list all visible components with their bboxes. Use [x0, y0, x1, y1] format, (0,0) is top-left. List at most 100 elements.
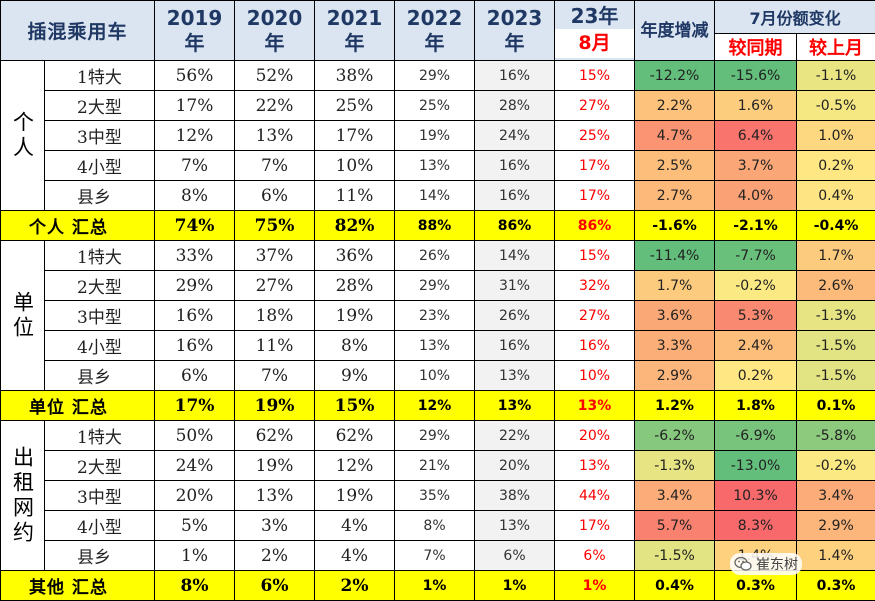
share-2022-cell: 29%: [394, 270, 476, 301]
total-2020-cell: 75%: [234, 210, 316, 241]
share-2022-cell: 19%: [394, 120, 476, 151]
share-2023-cell: 13%: [474, 360, 556, 391]
share-2019-cell: 16%: [154, 300, 236, 331]
share-2023-cell: 28%: [474, 90, 556, 121]
table-row: 2大型 24% 19% 12% 21% 20% 13% -1.3% -13.0% -0.2%: [1, 450, 875, 481]
share-aug-cell: 17%: [554, 510, 636, 541]
share-2022-cell: 29%: [394, 420, 476, 451]
total-2021-cell: 82%: [314, 210, 396, 241]
share-2023-cell: 14%: [474, 240, 556, 271]
share-aug-cell: 17%: [554, 180, 636, 211]
total-mom-cell: 0.3%: [796, 570, 875, 601]
total-annual-cell: 0.4%: [634, 570, 716, 601]
annual-change-cell: 2.7%: [634, 180, 716, 211]
share-2022-cell: 7%: [394, 540, 476, 571]
share-aug-cell: 44%: [554, 480, 636, 511]
share-2020-cell: 18%: [234, 300, 316, 331]
segment-label: 1特大: [43, 60, 156, 91]
share-2023-cell: 13%: [474, 510, 556, 541]
annual-change-cell: -6.2%: [634, 420, 716, 451]
total-2020-cell: 19%: [234, 390, 316, 421]
table-row: 个人 1特大 56% 52% 38% 29% 16% 15% -12.2% -15.6% -1.1%: [0, 60, 875, 211]
share-2019-cell: 6%: [154, 360, 236, 391]
watermark-text: 崔东树: [756, 557, 798, 573]
mom-change-cell: 2.9%: [796, 510, 875, 541]
share-aug-cell: 15%: [554, 60, 636, 91]
share-2022-cell: 8%: [394, 510, 476, 541]
mom-change-cell: 0.4%: [796, 180, 875, 211]
total-row: 个人 汇总 74% 75% 82% 88% 86% 86% -1.6% -2.1% -0.4%: [0, 210, 875, 241]
segment-label: 3中型: [43, 480, 156, 511]
share-2023-cell: 22%: [474, 420, 556, 451]
share-2020-cell: 52%: [234, 60, 316, 91]
table-row: 县乡 6% 7% 9% 10% 13% 10% 2.9% 0.2% -1.5%: [1, 360, 875, 391]
total-2019-cell: 74%: [154, 210, 236, 241]
share-2021-cell: 4%: [314, 510, 396, 541]
table-header: 插混乘用车 2019 年 2020 年 2021 年 2022 年 2023 年 23年 8…: [0, 0, 875, 61]
total-row: 其他 汇总 8% 6% 2% 1% 1% 1% 0.4% 0.3% 0.3%: [0, 570, 875, 601]
segment-label: 1特大: [43, 240, 156, 271]
table-row: 2大型 29% 27% 28% 29% 31% 32% 1.7% -0.2% 2.6%: [1, 270, 875, 301]
share-2023-cell: 24%: [474, 120, 556, 151]
share-2021-cell: 12%: [314, 450, 396, 481]
year-2020-header: 2020 年: [234, 0, 316, 61]
share-2021-cell: 8%: [314, 330, 396, 361]
mom-change-cell: -0.2%: [796, 450, 875, 481]
segment-label: 县乡: [43, 180, 156, 211]
share-aug-cell: 20%: [554, 420, 636, 451]
share-2021-cell: 17%: [314, 120, 396, 151]
share-aug-cell: 15%: [554, 240, 636, 271]
share-2021-cell: 4%: [314, 540, 396, 571]
total-2022-cell: 12%: [394, 390, 476, 421]
yoy-change-cell: -0.2%: [714, 270, 798, 301]
share-2019-cell: 56%: [154, 60, 236, 91]
total-2021-cell: 15%: [314, 390, 396, 421]
yoy-change-cell: 10.3%: [714, 480, 798, 511]
total-yoy-cell: -2.1%: [714, 210, 798, 241]
annual-change-cell: -1.3%: [634, 450, 716, 481]
share-2021-cell: 19%: [314, 480, 396, 511]
table-row: 单位 1特大 33% 37% 36% 26% 14% 15% -11.4% -7.7% 1.7%: [0, 240, 875, 391]
mom-change-cell: -0.5%: [796, 90, 875, 121]
table-body: 个人 1特大 56% 52% 38% 29% 16% 15% -12.2% -15.6% -1.1%…: [0, 60, 875, 601]
yoy-change-cell: 6.4%: [714, 120, 798, 151]
total-mom-cell: -0.4%: [796, 210, 875, 241]
total-annual-cell: 1.2%: [634, 390, 716, 421]
share-aug-cell: 27%: [554, 300, 636, 331]
share-2019-cell: 33%: [154, 240, 236, 271]
annual-change-cell: -12.2%: [634, 60, 716, 91]
share-aug-cell: 16%: [554, 330, 636, 361]
year-2021-header: 2021 年: [314, 0, 396, 61]
share-2020-cell: 7%: [234, 360, 316, 391]
share-2022-cell: 10%: [394, 360, 476, 391]
share-2019-cell: 1%: [154, 540, 236, 571]
share-2019-cell: 12%: [154, 120, 236, 151]
table-row: 出租网约 1特大 50% 62% 62% 29% 22% 20% -6.2% -6.9% -5.8%: [0, 420, 875, 571]
total-row: 单位 汇总 17% 19% 15% 12% 13% 13% 1.2% 1.8% 0.1%: [0, 390, 875, 421]
share-2021-cell: 19%: [314, 300, 396, 331]
share-2020-cell: 62%: [234, 420, 316, 451]
group-label: 出租网约: [0, 420, 45, 571]
table-title: 插混乘用车: [0, 0, 156, 61]
table-row: 3中型 12% 13% 17% 19% 24% 25% 4.7% 6.4% 1.0%: [1, 120, 875, 151]
share-2020-cell: 27%: [234, 270, 316, 301]
segment-label: 4小型: [43, 330, 156, 361]
total-2019-cell: 8%: [154, 570, 236, 601]
annual-change-cell: 2.2%: [634, 90, 716, 121]
share-2023-cell: 16%: [474, 180, 556, 211]
annual-change-cell: 3.3%: [634, 330, 716, 361]
yoy-change-cell: 4.0%: [714, 180, 798, 211]
total-2022-cell: 1%: [394, 570, 476, 601]
segment-label: 2大型: [43, 450, 156, 481]
share-2019-cell: 7%: [154, 150, 236, 181]
annual-change-cell: 4.7%: [634, 120, 716, 151]
share-2020-cell: 19%: [234, 450, 316, 481]
share-2022-cell: 13%: [394, 150, 476, 181]
share-aug-cell: 6%: [554, 540, 636, 571]
share-2022-cell: 26%: [394, 240, 476, 271]
share-2020-cell: 22%: [234, 90, 316, 121]
share-2022-cell: 35%: [394, 480, 476, 511]
share-aug-cell: 27%: [554, 90, 636, 121]
share-2020-cell: 2%: [234, 540, 316, 571]
annual-change-cell: 2.5%: [634, 150, 716, 181]
